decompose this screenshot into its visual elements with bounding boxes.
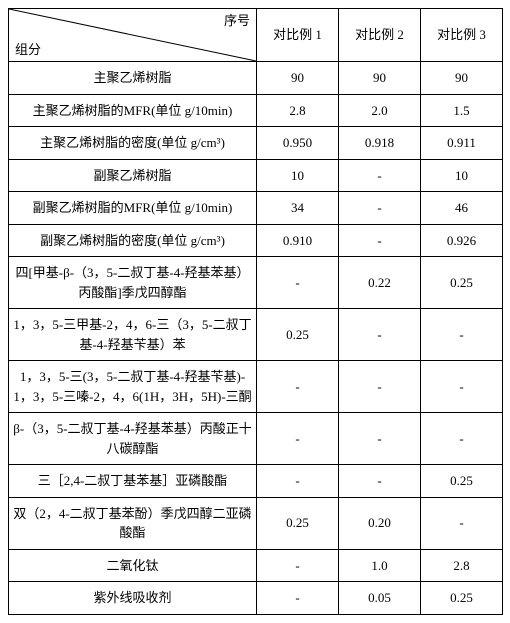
table-cell: - (339, 465, 421, 498)
table-cell: 34 (257, 192, 339, 225)
table-cell: - (339, 413, 421, 465)
table-cell: 0.910 (257, 224, 339, 257)
table-cell: - (257, 361, 339, 413)
table-cell: - (339, 361, 421, 413)
row-label: 副聚乙烯树脂的MFR(单位 g/10min) (9, 192, 257, 225)
table-cell: 0.20 (339, 497, 421, 549)
table-cell: - (339, 309, 421, 361)
table-cell: 2.0 (339, 94, 421, 127)
table-cell: - (257, 549, 339, 582)
column-header: 对比例 3 (421, 9, 503, 62)
table-cell: 0.25 (257, 309, 339, 361)
header-diag-bottom: 组分 (15, 40, 41, 60)
table-cell: - (257, 257, 339, 309)
table-cell: 0.911 (421, 127, 503, 160)
header-diag-top: 序号 (224, 11, 250, 31)
table-cell: 0.918 (339, 127, 421, 160)
row-label: 三［2,4-二叔丁基苯基］亚磷酸酯 (9, 465, 257, 498)
table-cell: - (339, 159, 421, 192)
table-cell: 90 (257, 62, 339, 95)
table-cell: 1.0 (339, 549, 421, 582)
table-cell: 2.8 (421, 549, 503, 582)
table-cell: 90 (339, 62, 421, 95)
table-cell: 46 (421, 192, 503, 225)
table-cell: 0.25 (421, 465, 503, 498)
row-label: 1，3，5-三(3，5-二叔丁基-4-羟基苄基)-1，3，5-三嗪-2，4，6(… (9, 361, 257, 413)
table-cell: - (257, 465, 339, 498)
row-label: 副聚乙烯树脂 (9, 159, 257, 192)
table-cell: 0.926 (421, 224, 503, 257)
table-cell: - (339, 224, 421, 257)
table-cell: - (421, 309, 503, 361)
table-cell: 0.25 (421, 257, 503, 309)
table-cell: - (257, 582, 339, 615)
table-cell: 90 (421, 62, 503, 95)
header-diagonal-cell: 序号组分 (9, 9, 257, 62)
table-cell: 2.8 (257, 94, 339, 127)
table-cell: 0.950 (257, 127, 339, 160)
row-label: 二氧化钛 (9, 549, 257, 582)
table-cell: - (421, 413, 503, 465)
row-label: 双（2，4-二叔丁基苯酚）季戊四醇二亚磷酸酯 (9, 497, 257, 549)
table-cell: 0.25 (257, 497, 339, 549)
table-cell: 0.05 (339, 582, 421, 615)
row-label: 主聚乙烯树脂的密度(单位 g/cm³) (9, 127, 257, 160)
row-label: 1，3，5-三甲基-2，4，6-三（3，5-二叔丁基-4-羟基苄基）苯 (9, 309, 257, 361)
row-label: β-（3，5-二叔丁基-4-羟基苯基）丙酸正十八碳醇酯 (9, 413, 257, 465)
row-label: 副聚乙烯树脂的密度(单位 g/cm³) (9, 224, 257, 257)
column-header: 对比例 1 (257, 9, 339, 62)
table-cell: 10 (421, 159, 503, 192)
table-cell: 1.5 (421, 94, 503, 127)
table-cell: 0.22 (339, 257, 421, 309)
table-cell: 0.25 (421, 582, 503, 615)
data-table: 序号组分对比例 1对比例 2对比例 3主聚乙烯树脂909090主聚乙烯树脂的MF… (8, 8, 503, 615)
table-cell: 10 (257, 159, 339, 192)
row-label: 四[甲基-β-（3，5-二叔丁基-4-羟基苯基）丙酸酯]季戊四醇酯 (9, 257, 257, 309)
table-cell: - (339, 192, 421, 225)
table-cell: - (257, 413, 339, 465)
table-cell: - (421, 497, 503, 549)
row-label: 主聚乙烯树脂 (9, 62, 257, 95)
table-cell: - (421, 361, 503, 413)
row-label: 主聚乙烯树脂的MFR(单位 g/10min) (9, 94, 257, 127)
row-label: 紫外线吸收剂 (9, 582, 257, 615)
column-header: 对比例 2 (339, 9, 421, 62)
